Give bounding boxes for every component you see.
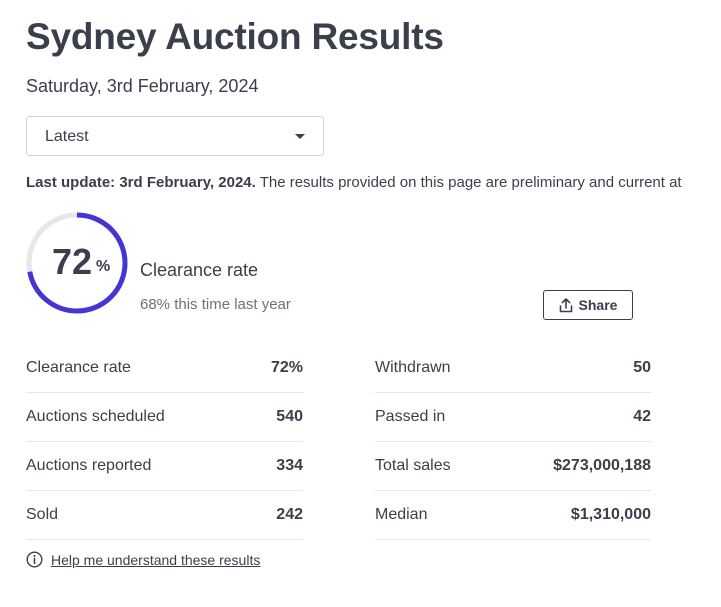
stat-label: Total sales <box>375 457 451 474</box>
stats-row: Withdrawn 50 <box>375 344 651 393</box>
chevron-down-icon <box>295 134 305 139</box>
share-icon <box>559 297 572 312</box>
stat-label: Sold <box>26 506 59 523</box>
auction-date: Saturday, 3rd February, 2024 <box>26 76 259 96</box>
stat-value: 72% <box>270 359 303 376</box>
share-label: Share <box>578 297 618 313</box>
select-value: Latest <box>45 128 89 145</box>
stat-label: Withdrawn <box>375 359 451 376</box>
stat-value: 540 <box>276 408 303 425</box>
stats-row: Sold 242 <box>26 491 303 540</box>
gauge-arc <box>26 212 128 314</box>
stats-table-left: Clearance rate 72% Auctions scheduled 54… <box>26 344 303 540</box>
help-link[interactable]: Help me understand these results <box>51 551 261 568</box>
stat-label: Median <box>375 506 428 523</box>
clearance-rate-unit: % <box>96 258 111 275</box>
stats-row: Clearance rate 72% <box>26 344 303 393</box>
stat-label: Passed in <box>375 408 446 425</box>
update-notice-text: The results provided on this page are pr… <box>255 174 682 191</box>
results-period-select[interactable]: Latest <box>26 116 324 156</box>
page-title: Sydney Auction Results <box>26 16 444 57</box>
stats-row: Median $1,310,000 <box>375 491 651 540</box>
info-icon <box>26 551 43 568</box>
update-notice-date: Last update: 3rd February, 2024. <box>26 174 256 191</box>
update-notice: Last update: 3rd February, 2024. The res… <box>26 174 682 191</box>
last-year-comparison: 68% this time last year <box>140 296 291 313</box>
stat-value: $273,000,188 <box>553 457 651 474</box>
clearance-rate-label: Clearance rate <box>140 260 259 280</box>
stat-label: Auctions scheduled <box>26 408 165 425</box>
help-section: Help me understand these results <box>26 551 260 568</box>
stat-value: $1,310,000 <box>570 506 651 523</box>
stat-value: 50 <box>633 359 651 376</box>
stat-label: Clearance rate <box>26 359 131 376</box>
stat-value: 242 <box>276 506 303 523</box>
clearance-rate-value: 72 <box>52 241 93 282</box>
share-button[interactable]: Share <box>543 290 633 320</box>
stat-label: Auctions reported <box>26 457 152 474</box>
clearance-rate-gauge <box>26 212 128 314</box>
stat-value: 334 <box>276 457 303 474</box>
stats-row: Passed in 42 <box>375 393 651 442</box>
stats-table-right: Withdrawn 50 Passed in 42 Total sales $2… <box>375 344 651 540</box>
stats-row: Auctions scheduled 540 <box>26 393 303 442</box>
stats-row: Auctions reported 334 <box>26 442 303 491</box>
stats-row: Total sales $273,000,188 <box>375 442 651 491</box>
stat-value: 42 <box>633 408 651 425</box>
